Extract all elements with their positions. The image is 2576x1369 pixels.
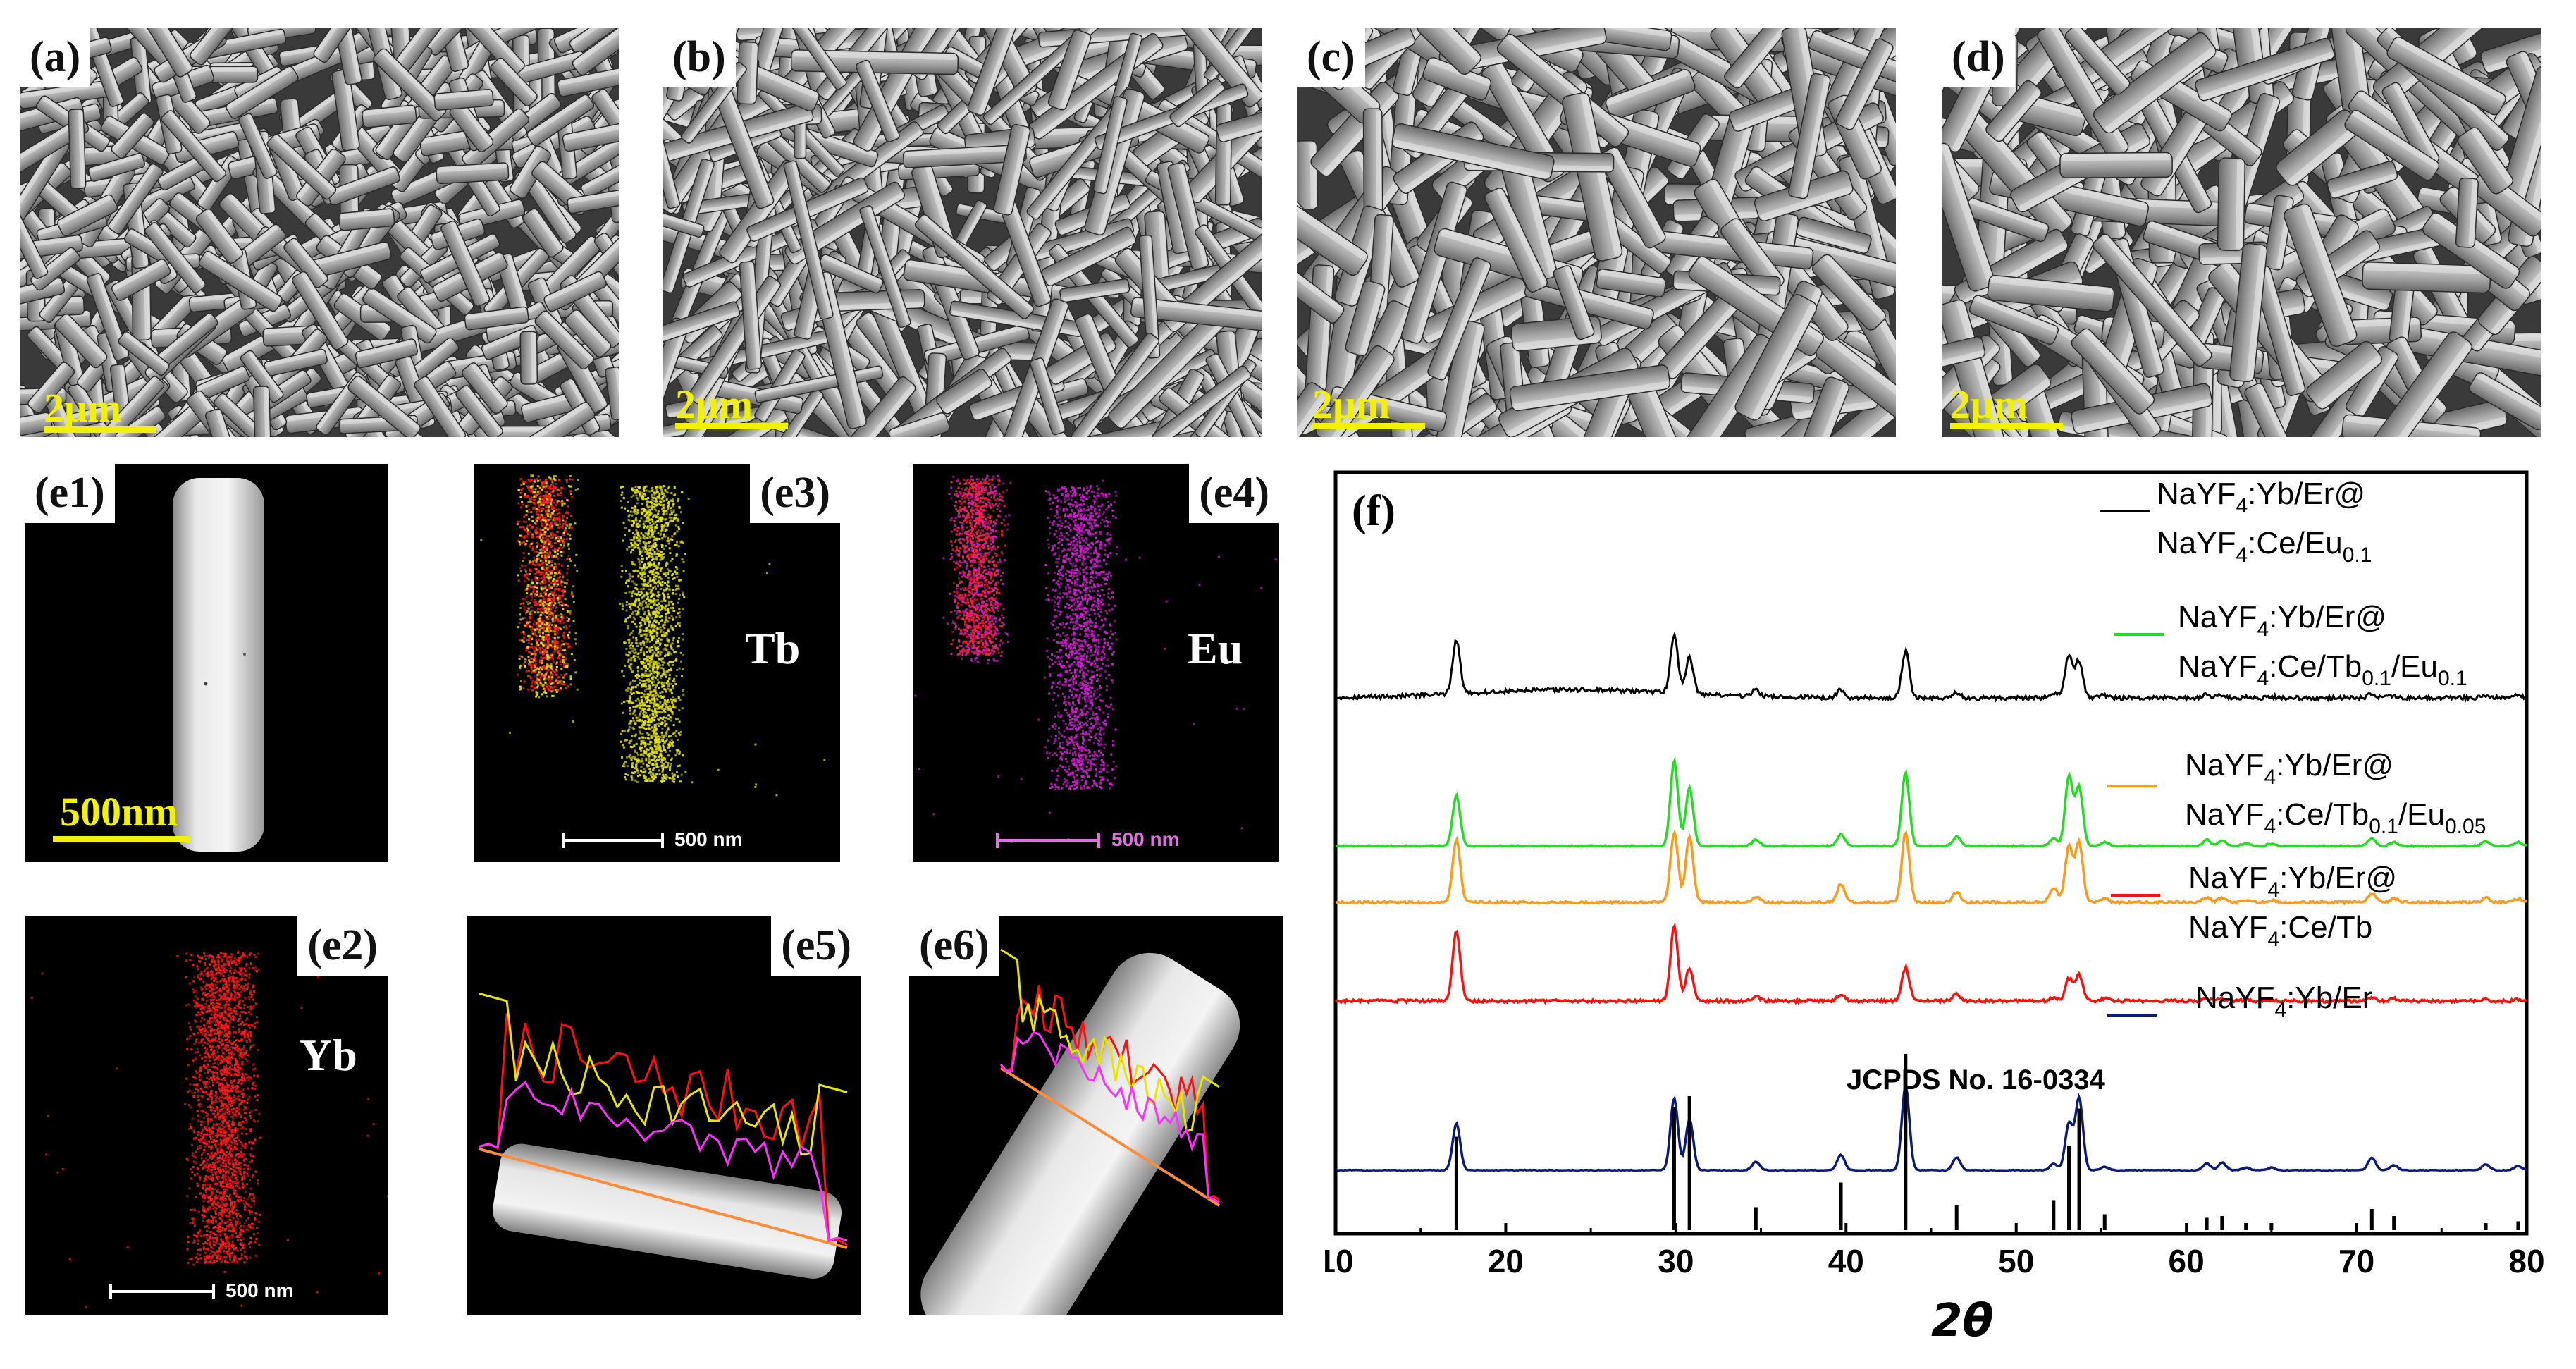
x-tick-label: 20 <box>1488 1243 1524 1279</box>
legend-entry-line1: NaYF4:Yb/Er@ <box>2157 477 2365 517</box>
panel-label-e1: (e1) <box>25 464 115 523</box>
scale-bar-d <box>1950 423 2063 429</box>
edx-linescan-panel-e5: (e5) <box>467 916 861 1315</box>
edx-linescan-panel-e6: (e6) <box>909 916 1283 1315</box>
linescan-e6-image <box>920 948 1240 1315</box>
xrd-series-line <box>1335 631 2528 703</box>
sem-panel-a: (a) 2μm <box>20 28 619 437</box>
panel-label-a: (a) <box>20 28 91 87</box>
tb-elemental-map <box>480 474 826 797</box>
scale-label-e2: 500 nm <box>226 1279 294 1301</box>
x-axis-title: 2θ <box>1931 1295 1994 1347</box>
eu-elemental-map <box>914 474 1277 846</box>
x-tick-label: 30 <box>1658 1243 1694 1279</box>
reference-label: JCPDS No. 16-0334 <box>1847 1064 2106 1095</box>
linescan-traces-e6 <box>999 948 1220 1204</box>
x-tick-label: 50 <box>1998 1243 2034 1279</box>
legend-entry-line1: NaYF4:Yb/Er@ <box>2185 748 2393 789</box>
panel-label-e5: (e5) <box>771 916 861 976</box>
scale-label-e4: 500 nm <box>1111 828 1180 850</box>
scale-label-c: 2μm <box>1312 381 1391 427</box>
x-tick-label: 80 <box>2508 1243 2544 1279</box>
edx-map-panel-e3: (e3) Tb 500 nm <box>474 464 840 862</box>
scale-bar-b <box>675 423 788 429</box>
legend-entry-line1: NaYF4:Yb/Er@ <box>2188 861 2397 902</box>
xrd-panel-label-bg <box>1346 479 1408 536</box>
scale-label-a: 2μm <box>44 385 122 431</box>
element-label-yb: Yb <box>300 1030 357 1080</box>
panel-label-e6: (e6) <box>909 916 999 976</box>
legend-entry-line1: NaYF4:Yb/Er <box>2195 981 2372 1021</box>
legend-entry-line2: NaYF4:Ce/Tb0.1/Eu0.05 <box>2185 797 2486 838</box>
xrd-legend: NaYF4:Yb/Er@ NaYF4:Ce/Eu0.1 NaYF4:Yb/Er@ Na… <box>2100 477 2486 1021</box>
xrd-reference-bars <box>1454 1054 2520 1230</box>
scale-bar-e4 <box>996 833 1100 848</box>
sem-image-a <box>20 28 619 437</box>
xrd-plot-frame <box>1333 470 2529 1236</box>
edx-map-panel-e4: (e4) Eu 500 nm <box>913 464 1279 862</box>
xrd-chart: 10 20 30 40 50 60 70 80 NaYF4:Yb/Er@ NaYF4:Ce/Eu… <box>1325 470 2545 1347</box>
sem-image-c <box>1297 28 1896 437</box>
legend-entry-line2: NaYF4:Ce/Eu0.1 <box>2157 526 2372 567</box>
linescan-traces-e5 <box>479 993 848 1246</box>
panel-label-e2: (e2) <box>297 916 388 976</box>
scale-label-e1: 500nm <box>60 789 178 835</box>
xrd-x-axis: 10 20 30 40 50 60 70 80 <box>1325 1223 2545 1279</box>
yb-elemental-map <box>30 916 388 1309</box>
xrd-series-group <box>1334 631 2528 1172</box>
x-tick-label: 40 <box>1828 1243 1864 1279</box>
sem-panel-c: (c) 2μm <box>1297 28 1896 437</box>
legend-entry-line2: NaYF4:Ce/Tb <box>2188 910 2372 951</box>
sem-panel-b: (b) 2μm <box>663 28 1262 437</box>
element-label-tb: Tb <box>745 623 801 673</box>
xrd-series-line <box>1335 756 2527 849</box>
scale-bar-a <box>44 426 156 433</box>
edx-map-panel-e2: (e2) Yb 500 nm <box>25 916 388 1315</box>
panel-label-e4: (e4) <box>1189 464 1279 523</box>
sem-panel-d: (d) 2μm <box>1942 28 2541 437</box>
scale-bar-c <box>1312 423 1425 429</box>
sem-image-d <box>1942 28 2541 437</box>
panel-label-d: (d) <box>1942 28 2015 87</box>
scale-bar-e2 <box>109 1284 215 1299</box>
panel-label-c: (c) <box>1297 28 1365 87</box>
legend-entry-line1: NaYF4:Yb/Er@ <box>2178 600 2386 641</box>
haadf-panel-e1: (e1) 500nm <box>25 464 388 862</box>
element-label-eu: Eu <box>1188 623 1243 673</box>
scale-label-b: 2μm <box>675 381 753 427</box>
x-tick-label: 70 <box>2338 1243 2374 1279</box>
xrd-panel-label: (f) <box>1352 487 1395 535</box>
scale-bar-e1 <box>53 836 190 842</box>
scale-label-e3: 500 nm <box>674 828 743 850</box>
sem-image-b <box>663 28 1262 437</box>
scale-label-d: 2μm <box>1950 381 2028 427</box>
x-tick-label: 10 <box>1325 1243 1354 1279</box>
scale-bar-e3 <box>562 833 664 848</box>
xrd-series-line <box>1335 829 2527 906</box>
legend-entry-line2: NaYF4:Ce/Tb0.1/Eu0.1 <box>2178 649 2467 690</box>
panel-label-b: (b) <box>663 28 736 87</box>
xrd-series-line <box>1335 1081 2527 1172</box>
xrd-series-line <box>1334 922 2527 1005</box>
haadf-rod-image <box>173 478 264 852</box>
linescan-e5-image <box>479 993 848 1279</box>
panel-label-e3: (e3) <box>750 464 840 523</box>
x-tick-label: 60 <box>2169 1243 2205 1279</box>
